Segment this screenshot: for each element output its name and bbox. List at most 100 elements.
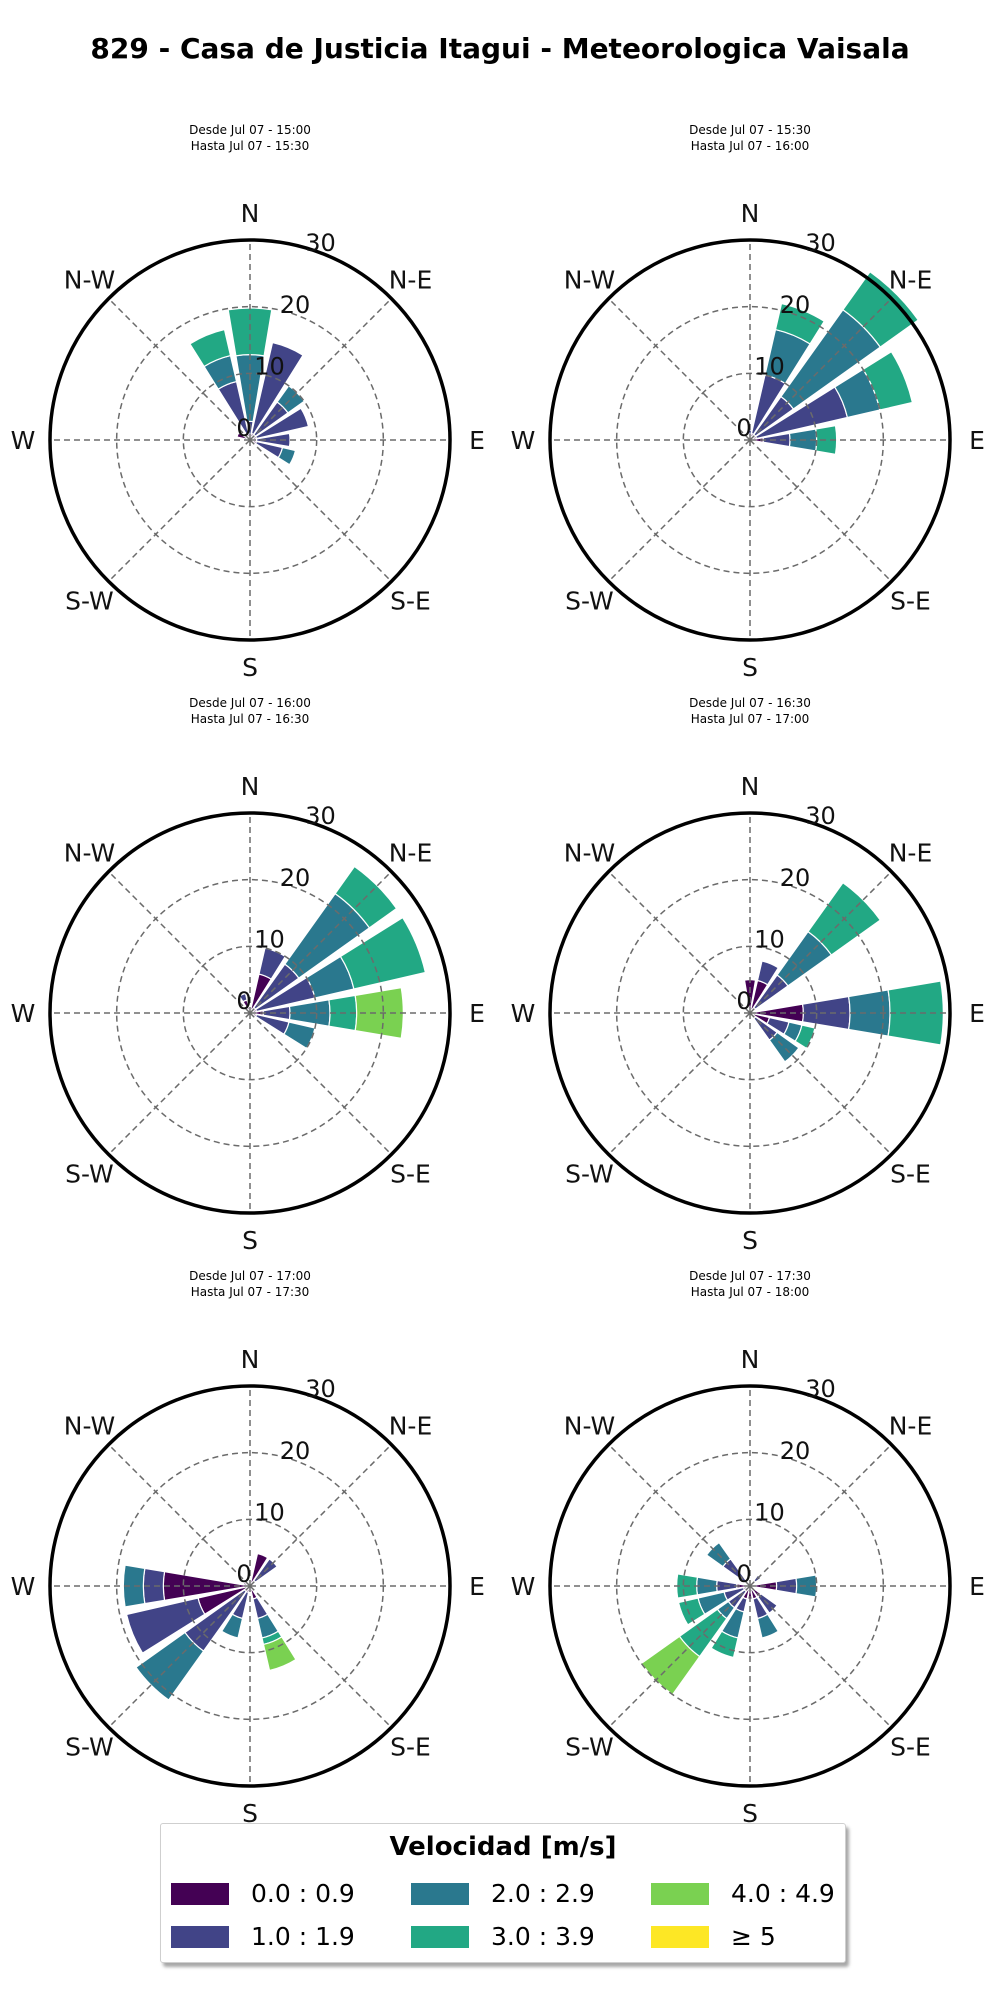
wind-bar-22.5-bin-1 — [258, 947, 287, 980]
legend-swatch — [171, 1882, 229, 1905]
radial-tick-label: 0 — [736, 1560, 751, 1588]
panel-subtitle: Desde Jul 07 - 17:00 Hasta Jul 07 - 17:3… — [0, 1268, 500, 1300]
legend-item-3-3.9: 3.0 : 3.9 — [411, 1922, 595, 1951]
legend-item-1-1.9: 1.0 : 1.9 — [171, 1922, 355, 1951]
direction-label-S-E: S-E — [390, 587, 431, 616]
legend-item-4-4.9: 4.0 : 4.9 — [651, 1879, 835, 1908]
radial-tick-label: 10 — [254, 1498, 285, 1526]
direction-label-N-W: N-W — [64, 265, 115, 294]
outer-frame — [48, 811, 452, 1215]
radial-tick-label: 20 — [780, 864, 811, 892]
grid-spoke-N-E — [249, 298, 392, 441]
subtitle-desde: Desde Jul 07 - 15:00 — [189, 123, 311, 137]
windrose-panel-1: Desde Jul 07 - 15:00 Hasta Jul 07 - 15:3… — [0, 115, 500, 685]
legend-swatch — [171, 1925, 229, 1948]
wind-bar-90-bin-4 — [354, 987, 404, 1039]
wind-bar-112.5-bin-2 — [277, 446, 297, 466]
legend-label: 2.0 : 2.9 — [491, 1879, 595, 1908]
direction-label-N-W: N-W — [64, 1411, 115, 1440]
grid-spoke-S-W — [608, 1585, 751, 1728]
legend-item-5-plus: ≥ 5 — [651, 1922, 776, 1951]
legend-item-0-0.9: 0.0 : 0.9 — [171, 1879, 355, 1908]
direction-label-N-E: N-E — [389, 1411, 433, 1440]
direction-label-S-E: S-E — [390, 1160, 431, 1189]
grid-spoke-N-E — [749, 871, 892, 1014]
subtitle-hasta: Hasta Jul 07 - 16:30 — [190, 712, 310, 726]
radial-tick-label: 10 — [254, 925, 285, 953]
direction-label-S: S — [742, 1226, 758, 1255]
panel-subtitle: Desde Jul 07 - 15:30 Hasta Jul 07 - 16:0… — [500, 122, 1000, 154]
grid-spoke-S-W — [108, 439, 251, 582]
wind-bar-157.5-bin-4 — [262, 1636, 297, 1672]
grid-spoke-S-W — [108, 1012, 251, 1155]
grid-spoke-N-E — [249, 1444, 392, 1587]
subtitle-hasta: Hasta Jul 07 - 18:00 — [690, 1285, 810, 1299]
direction-label-W: W — [11, 426, 36, 455]
grid-spoke-N-W — [608, 298, 751, 441]
wind-bar-337.5-bin-1 — [238, 992, 248, 1003]
windrose-panel-6: Desde Jul 07 - 17:30 Hasta Jul 07 - 18:0… — [500, 1261, 1000, 1831]
windrose-panel-4: Desde Jul 07 - 16:30 Hasta Jul 07 - 17:0… — [500, 688, 1000, 1258]
grid-spoke-N-E — [749, 1444, 892, 1587]
direction-label-N-E: N-E — [889, 1411, 933, 1440]
direction-label-S: S — [242, 1226, 258, 1255]
grid-spoke-S-E — [749, 439, 892, 582]
grid-ring-10 — [182, 945, 318, 1081]
subtitle-desde: Desde Jul 07 - 15:30 — [689, 123, 811, 137]
direction-label-N-W: N-W — [64, 838, 115, 867]
direction-label-N-W: N-W — [564, 265, 615, 294]
sectors — [122, 1552, 297, 1701]
direction-label-E: E — [969, 426, 985, 455]
wind-bar-157.5-bin-2 — [756, 1613, 780, 1639]
direction-label-N: N — [741, 199, 760, 228]
windrose-plot: 0 10 20 30 N N-E E S-E S S-W W N-W — [11, 199, 485, 682]
outer-frame — [548, 238, 952, 642]
wind-bar-202.5-bin-3 — [710, 1630, 739, 1659]
direction-label-S-W: S-W — [65, 1160, 114, 1189]
direction-label-N: N — [241, 199, 260, 228]
direction-label-S: S — [742, 653, 758, 682]
radial-tick-label: 20 — [280, 291, 311, 319]
windrose-plot: 0 10 20 30 N N-E E S-E S S-W W N-W — [11, 772, 485, 1255]
direction-label-S: S — [242, 653, 258, 682]
direction-label-W: W — [511, 1572, 536, 1601]
grid-spoke-S-E — [249, 1012, 392, 1155]
legend-swatch — [411, 1925, 469, 1948]
direction-label-S: S — [742, 1799, 758, 1828]
direction-label-S-W: S-W — [565, 1160, 614, 1189]
grid-spoke-S-W — [608, 439, 751, 582]
outer-frame — [548, 1384, 952, 1788]
direction-label-W: W — [511, 999, 536, 1028]
direction-label-N: N — [241, 772, 260, 801]
radial-tick-label: 30 — [305, 1375, 336, 1403]
direction-label-S-E: S-E — [390, 1733, 431, 1762]
grid-spoke-N-E — [249, 871, 392, 1014]
wind-bar-292.5-bin-0 — [236, 432, 251, 441]
direction-label-S-W: S-W — [65, 1733, 114, 1762]
direction-label-S-E: S-E — [890, 587, 931, 616]
direction-label-N-E: N-E — [389, 265, 433, 294]
grid-spoke-S-W — [108, 1585, 251, 1728]
sectors — [238, 865, 427, 1050]
radial-tick-label: 30 — [805, 1375, 836, 1403]
radial-tick-label: 10 — [254, 352, 285, 380]
legend-swatch — [651, 1925, 709, 1948]
radial-tick-label: 30 — [305, 802, 336, 830]
direction-label-S-W: S-W — [565, 587, 614, 616]
windrose-plot: 0 10 20 30 N N-E E S-E S S-W W N-W — [511, 1345, 985, 1828]
radial-tick-label: 30 — [805, 229, 836, 257]
panel-subtitle: Desde Jul 07 - 16:30 Hasta Jul 07 - 17:0… — [500, 695, 1000, 727]
windrose-panel-2: Desde Jul 07 - 15:30 Hasta Jul 07 - 16:0… — [500, 115, 1000, 685]
radial-tick-label: 0 — [236, 414, 251, 442]
windrose-panel-3: Desde Jul 07 - 16:00 Hasta Jul 07 - 16:3… — [0, 688, 500, 1258]
direction-label-N: N — [741, 772, 760, 801]
radial-tick-label: 0 — [736, 987, 751, 1015]
wind-bar-0-bin-0 — [743, 979, 757, 1014]
grid-spoke-S-E — [749, 1012, 892, 1155]
direction-label-S-W: S-W — [65, 587, 114, 616]
direction-label-N-E: N-E — [389, 838, 433, 867]
panel-subtitle: Desde Jul 07 - 15:00 Hasta Jul 07 - 15:3… — [0, 122, 500, 154]
wind-bar-22.5-bin-0 — [249, 1552, 269, 1587]
legend-label: 4.0 : 4.9 — [731, 1879, 835, 1908]
radial-tick-label: 20 — [780, 1437, 811, 1465]
